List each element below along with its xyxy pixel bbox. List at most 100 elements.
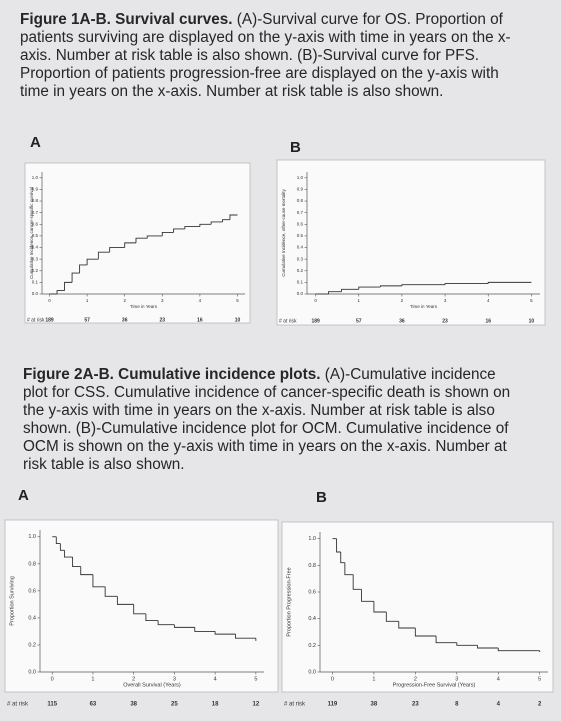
y-axis-label: Proportion Surviving xyxy=(9,576,15,626)
x-tick-label: 2 xyxy=(132,676,135,682)
y-tick-label: 0.9 xyxy=(32,187,39,192)
x-tick-label: 5 xyxy=(538,676,541,682)
survival-step xyxy=(80,566,93,576)
at-risk-count: 57 xyxy=(356,318,362,324)
y-tick-label: 0.6 xyxy=(308,589,316,595)
survival-step xyxy=(398,621,416,629)
y-tick-label: 0.2 xyxy=(32,268,39,273)
survival-step xyxy=(133,604,146,615)
at-risk-count: 57 xyxy=(84,317,90,323)
caption-title: Figure 1A-B. Survival curves. xyxy=(20,11,233,28)
survival-step xyxy=(358,286,381,290)
x-tick-label: 3 xyxy=(444,298,447,303)
survival-step xyxy=(352,574,362,590)
at-risk-count: 25 xyxy=(171,702,178,708)
x-tick-label: 1 xyxy=(86,298,89,303)
caption-text: (A)-Cumulative incidence plot for CSS. C… xyxy=(23,366,511,473)
survival-step xyxy=(435,636,457,644)
at-risk-count: 36 xyxy=(399,318,405,324)
plot-box xyxy=(4,519,279,693)
survival-step xyxy=(340,552,345,564)
y-tick-label: 0.8 xyxy=(32,198,39,203)
x-tick-label: 2 xyxy=(401,298,404,303)
y-axis-label: Proportion Progression-Free xyxy=(286,567,292,636)
y-tick-label: 0.4 xyxy=(28,615,36,621)
y-tick-label: 1.0 xyxy=(32,175,39,180)
survival-step xyxy=(135,237,148,243)
survival-step xyxy=(184,226,200,229)
survival-step xyxy=(63,550,73,558)
survival-step xyxy=(328,291,342,294)
survival-step xyxy=(210,221,223,225)
y-tick-label: 0.2 xyxy=(297,268,304,273)
y-tick-label: 0.2 xyxy=(28,642,36,648)
survival-step xyxy=(59,543,65,551)
x-tick-label: 0 xyxy=(48,298,51,303)
at-risk-count: 2 xyxy=(538,702,542,708)
at-risk-count: 16 xyxy=(485,318,491,324)
survival-step xyxy=(373,601,387,613)
x-axis-label: Progression-Free Survival (Years) xyxy=(393,682,476,688)
y-tick-label: 0.8 xyxy=(28,561,36,567)
y-tick-label: 1.0 xyxy=(308,536,316,542)
at-risk-count: 189 xyxy=(45,317,54,323)
x-tick-label: 0 xyxy=(331,676,334,682)
x-tick-label: 1 xyxy=(358,298,361,303)
y-tick-label: 0.2 xyxy=(308,643,316,649)
survival-step xyxy=(146,235,163,239)
plot-box xyxy=(24,162,251,324)
y-tick-label: 1.0 xyxy=(297,175,304,180)
figure-caption: Figure 1A-B. Survival curves. (A)-Surviv… xyxy=(20,11,520,101)
survival-step xyxy=(55,536,61,544)
survival-step xyxy=(477,645,499,649)
survival-step xyxy=(157,620,175,626)
survival-step xyxy=(401,284,446,286)
x-tick-label: 4 xyxy=(497,676,500,682)
y-tick-label: 0.0 xyxy=(28,669,36,675)
at-risk-count: 23 xyxy=(442,318,448,324)
at-risk-count: 12 xyxy=(253,702,260,708)
x-tick-label: 3 xyxy=(173,676,176,682)
x-tick-label: 5 xyxy=(254,676,257,682)
survival-step xyxy=(199,223,212,227)
survival-step xyxy=(379,285,402,288)
x-tick-label: 5 xyxy=(236,298,239,303)
survival-step xyxy=(72,557,81,567)
survival-step xyxy=(64,281,73,291)
x-tick-label: 5 xyxy=(530,298,533,303)
y-tick-label: 0.4 xyxy=(308,616,316,622)
survival-step xyxy=(92,574,106,588)
survival-step xyxy=(497,648,540,652)
panel-label: B xyxy=(290,139,301,156)
survival-step xyxy=(444,283,489,285)
panel-label: A xyxy=(30,134,41,151)
y-tick-label: 0.5 xyxy=(32,233,39,238)
survival-step xyxy=(104,586,118,597)
x-tick-label: 0 xyxy=(51,676,54,682)
survival-step xyxy=(385,612,399,622)
survival-step xyxy=(344,562,354,576)
survival-step xyxy=(214,631,236,635)
at-risk-count: 36 xyxy=(122,317,128,323)
x-axis-label: Time in Years xyxy=(410,304,438,309)
figure-caption: Figure 2A-B. Cumulative incidence plots.… xyxy=(23,366,523,474)
y-tick-label: 0.6 xyxy=(297,221,304,226)
y-tick-label: 0.0 xyxy=(32,291,39,296)
survival-step xyxy=(173,624,195,628)
y-tick-label: 0.9 xyxy=(297,187,304,192)
y-tick-label: 0.0 xyxy=(297,291,304,296)
at-risk-count: 119 xyxy=(328,702,338,708)
y-tick-label: 0.1 xyxy=(297,280,304,285)
survival-step xyxy=(79,264,88,274)
y-tick-label: 0.6 xyxy=(32,221,39,226)
survival-step xyxy=(124,242,136,248)
y-tick-label: 0.7 xyxy=(297,210,304,215)
x-axis-label: Time in Years xyxy=(130,304,158,309)
x-tick-label: 4 xyxy=(487,298,490,303)
x-tick-label: 4 xyxy=(199,298,202,303)
y-tick-label: 0.3 xyxy=(32,256,39,261)
x-axis-label: Overall Survival (Years) xyxy=(123,682,181,688)
y-tick-label: 0.4 xyxy=(297,245,304,250)
